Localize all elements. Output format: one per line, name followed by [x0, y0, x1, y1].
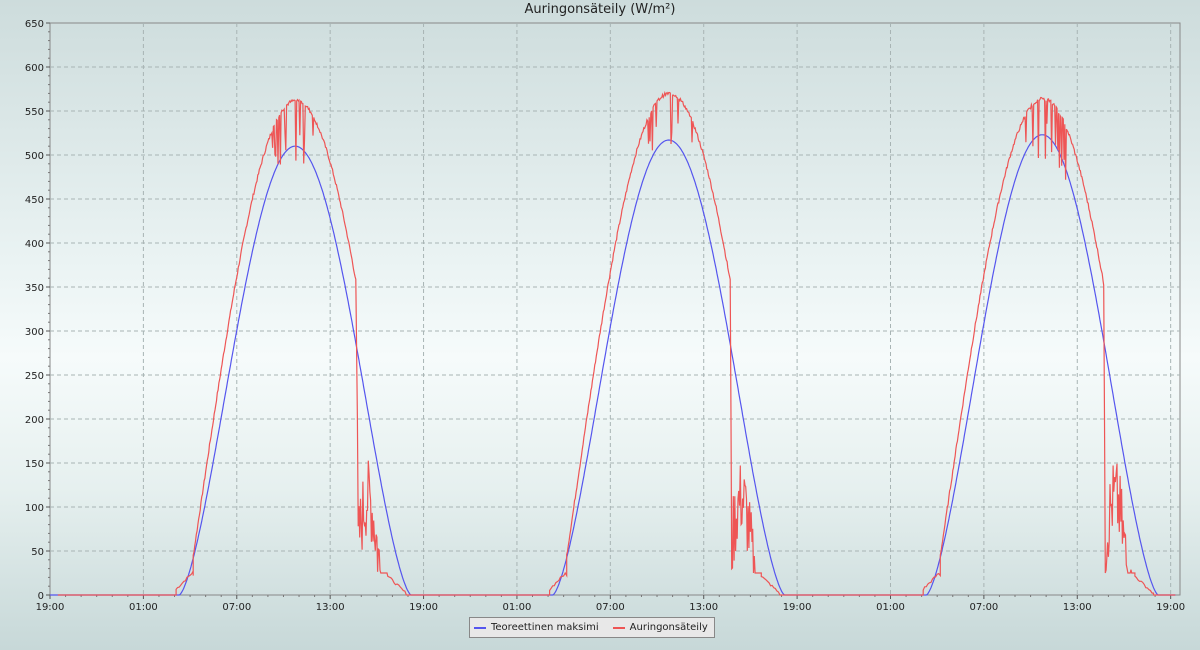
x-tick-label: 07:00 [969, 602, 998, 613]
legend-swatch-theoretical [474, 626, 486, 629]
y-tick-label: 400 [25, 239, 44, 250]
y-tick-label: 500 [25, 151, 44, 162]
x-tick-label: 13:00 [316, 602, 345, 613]
series-line-theoretical-max [50, 134, 1176, 596]
x-tick-label: 19:00 [409, 602, 438, 613]
x-tick-label: 13:00 [1063, 602, 1092, 613]
y-tick-label: 50 [31, 547, 44, 558]
legend-label-radiation: Auringonsäteily [629, 622, 708, 633]
grid [50, 23, 1180, 595]
chart-title: Auringonsäteily (W/m²) [524, 2, 676, 17]
y-tick-label: 250 [25, 371, 44, 382]
y-tick-label: 150 [25, 459, 44, 470]
series-lines [50, 90, 1176, 596]
y-tick-label: 450 [25, 195, 44, 206]
x-tick-label: 01:00 [503, 602, 532, 613]
x-tick-label: 19:00 [1156, 602, 1185, 613]
x-tick-label: 19:00 [783, 602, 812, 613]
plot-area [49, 22, 1181, 596]
y-tick-label: 200 [25, 415, 44, 426]
y-tick-label: 650 [25, 19, 44, 30]
x-tick-label: 01:00 [129, 602, 158, 613]
y-tick-label: 350 [25, 283, 44, 294]
axes: 0 50 100 150 200 250 300 350 400 450 500 550 600 650 1… [25, 19, 1185, 613]
y-tick-label: 600 [25, 63, 44, 74]
legend-swatch-radiation [612, 626, 625, 629]
legend-label-theoretical: Teoreettinen maksimi [491, 622, 599, 633]
y-tick-label: 550 [25, 107, 44, 118]
legend: Teoreettinen maksimi Auringonsäteily [469, 617, 715, 638]
y-tick-label: 100 [25, 503, 44, 514]
x-tick-label: 07:00 [596, 602, 625, 613]
y-tick-label: 300 [25, 327, 44, 338]
x-tick-label: 13:00 [689, 602, 718, 613]
x-tick-label: 19:00 [36, 602, 65, 613]
legend-item-radiation: Auringonsäteily [612, 622, 708, 633]
y-tick-label: 0 [38, 591, 44, 602]
x-tick-label: 01:00 [876, 602, 905, 613]
legend-item-theoretical: Teoreettinen maksimi [474, 622, 599, 633]
x-tick-label: 07:00 [222, 602, 251, 613]
series-line-radiation [57, 90, 1176, 596]
